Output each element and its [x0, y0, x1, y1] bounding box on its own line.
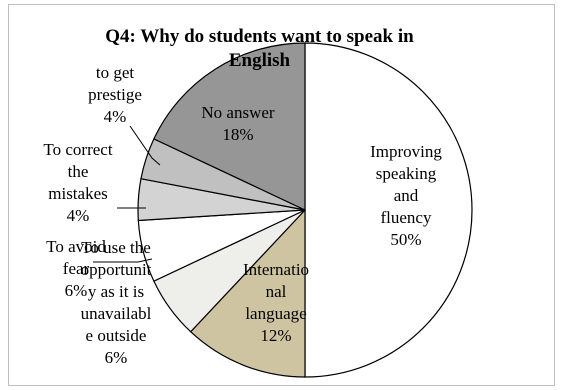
leader-line-5	[129, 125, 161, 166]
slice-label-1: Internatio nal language 12%	[216, 259, 336, 347]
slice-label-line: language	[245, 304, 307, 323]
slice-label-line: to get	[95, 63, 135, 82]
slice-label-line: prestige	[88, 85, 142, 104]
slice-label-line: 12%	[260, 326, 292, 345]
slice-label-line: fear	[62, 259, 90, 278]
slice-label-line: 50%	[390, 230, 422, 249]
slice-label-line: speaking	[375, 164, 437, 183]
slice-label-line: To avoid	[46, 237, 106, 256]
slice-label-4: To correct the mistakes 4%	[18, 139, 138, 227]
slice-label-line: No answer	[201, 103, 275, 122]
slice-label-line: 18%	[222, 125, 254, 144]
chart-title-line-2: English	[228, 50, 291, 71]
slice-label-line: 4%	[103, 107, 127, 126]
slice-label-line: the	[67, 162, 89, 181]
slice-label-0: Improving speaking and fluency 50%	[346, 141, 466, 251]
slice-label-line: 6%	[104, 348, 128, 367]
slice-label-line: fluency	[380, 208, 432, 227]
slice-label-line: and	[393, 186, 419, 205]
slice-label-5: to get prestige 4%	[55, 62, 175, 128]
slice-label-line: Improving	[370, 142, 442, 161]
slice-label-line: Internatio	[242, 260, 310, 279]
slice-label-line: 4%	[66, 206, 90, 225]
slice-label-line: unavailabl	[80, 304, 152, 323]
slice-label-2: To use the opportunit y as it is unavailabl…	[56, 237, 176, 369]
slice-label-line: To use the	[81, 238, 151, 257]
slice-label-line: To correct	[43, 140, 113, 159]
leader-line-3	[93, 258, 153, 263]
slice-label-6: No answer 18%	[178, 102, 298, 146]
pie-slice-6	[153, 42, 306, 211]
slice-label-3: To avoid fear 6%	[16, 236, 136, 302]
slice-label-line: e outside	[85, 326, 147, 345]
pie-slice-1	[189, 208, 306, 378]
pie-slice-0	[304, 42, 473, 378]
chart-frame	[8, 4, 555, 386]
chart-title-line-1: Q4: Why do students want to speak in	[105, 26, 414, 47]
slice-label-line: nal	[265, 282, 287, 301]
slice-label-line: mistakes	[48, 184, 108, 203]
slice-label-line: y as it is	[87, 282, 145, 301]
slice-label-line: opportunit	[80, 260, 152, 279]
slice-label-line: 6%	[64, 281, 88, 300]
